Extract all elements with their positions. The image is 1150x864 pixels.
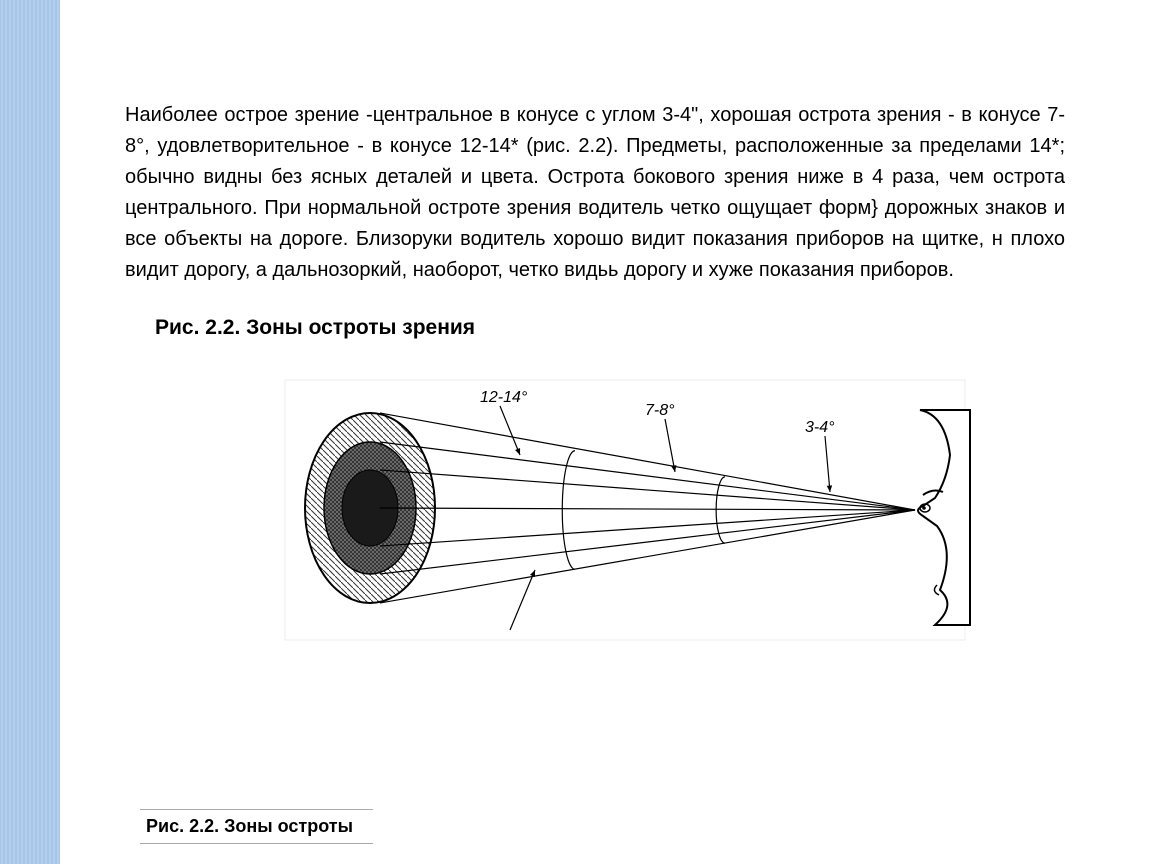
svg-text:12-14°: 12-14°: [480, 389, 528, 406]
svg-text:3-4°: 3-4°: [805, 419, 835, 436]
caption-strip: Рис. 2.2. Зоны остроты: [140, 809, 373, 844]
figure-title: Рис. 2.2. Зоны остроты зрения: [125, 316, 1065, 340]
vision-cone-diagram: 12-14° 7-8° 3-4°: [275, 360, 975, 660]
diagram-svg: 12-14° 7-8° 3-4°: [275, 360, 975, 660]
sidebar-stripe: [0, 0, 60, 864]
content-area: Наиболее острое зрение -центральное в ко…: [125, 100, 1065, 660]
svg-text:7-8°: 7-8°: [645, 402, 675, 419]
main-paragraph: Наиболее острое зрение -центральное в ко…: [125, 100, 1065, 286]
